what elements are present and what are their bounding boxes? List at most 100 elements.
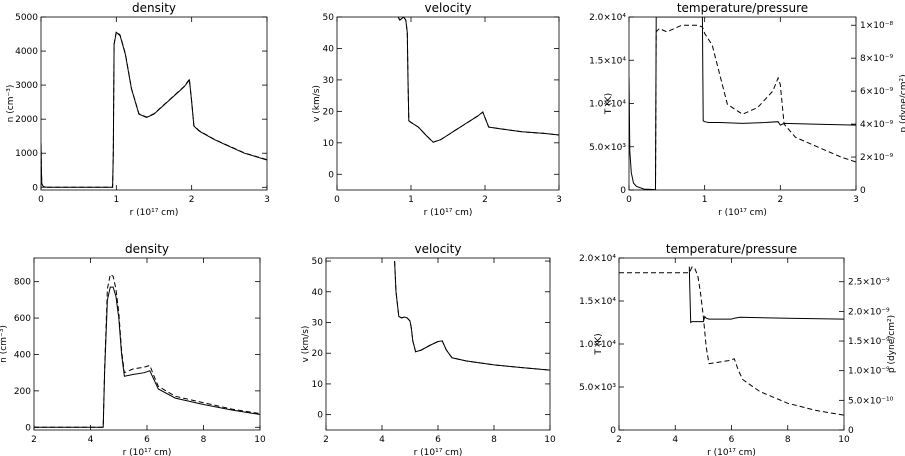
plot-frame bbox=[33, 257, 261, 431]
y-tick-label: 20 bbox=[312, 349, 324, 359]
chart-title: density bbox=[125, 242, 169, 256]
y-tick-label: 1.5×10⁴ bbox=[589, 56, 626, 66]
x-tick-label: 8 bbox=[785, 435, 791, 445]
y-tick-label: 0 bbox=[620, 186, 626, 196]
y-right-axis-label: p (dyne/cm²) bbox=[899, 74, 905, 132]
y-tick-label: 0 bbox=[32, 183, 38, 193]
x-axis-label: r (10¹⁷ cm) bbox=[123, 448, 172, 456]
x-tick-label: 0 bbox=[626, 195, 632, 205]
y-tick-label: 2000 bbox=[15, 115, 38, 125]
x-tick-label: 8 bbox=[201, 435, 207, 445]
series-line-solid bbox=[394, 261, 550, 371]
series-line-dashed bbox=[41, 30, 267, 188]
x-tick-label: 10 bbox=[544, 435, 556, 445]
y-right-axis-label: p (dyne/cm²) bbox=[887, 315, 897, 373]
y-tick-label: 20 bbox=[323, 107, 335, 117]
x-tick-label: 0 bbox=[38, 195, 44, 205]
y-tick-label: 10 bbox=[312, 380, 324, 390]
y-right-tick-label: 2.5×10⁻⁹ bbox=[848, 278, 890, 288]
series-line-dashed bbox=[619, 266, 844, 416]
x-tick-label: 4 bbox=[672, 435, 678, 445]
y-axis-label: v (km/s) bbox=[301, 326, 311, 363]
y-tick-label: 1.5×10⁴ bbox=[579, 297, 616, 307]
x-axis-label: r (10¹⁷ cm) bbox=[130, 208, 179, 218]
y-axis-label: T (K) bbox=[604, 93, 614, 115]
y-tick-label: 10 bbox=[323, 139, 335, 149]
panel-1: density 0 1 2 3 0 1000 2000 3000 4000 5000 r (10¹⁷ … bbox=[6, 1, 270, 218]
x-tick-label: 8 bbox=[491, 435, 497, 445]
y-right-tick-label: 1×10⁻⁸ bbox=[860, 21, 893, 31]
x-tick-label: 6 bbox=[729, 435, 735, 445]
x-axis-label: r (10¹⁷ cm) bbox=[707, 448, 756, 456]
y-tick-label: 30 bbox=[312, 319, 324, 329]
y-right-tick-label: 4×10⁻⁹ bbox=[860, 120, 893, 130]
panel-4: density 2 4 6 8 10 0 200 400 600 800 r (10¹⁷ cm) n (… bbox=[0, 242, 266, 456]
y-tick-label: 0 bbox=[610, 426, 616, 436]
plot-frame bbox=[628, 16, 857, 191]
chart-title: temperature/pressure bbox=[677, 1, 808, 15]
y-tick-label: 2.0×10⁴ bbox=[589, 13, 626, 23]
y-right-tick-label: 1.0×10⁻⁹ bbox=[848, 367, 890, 377]
y-tick-label: 0 bbox=[25, 423, 31, 433]
y-tick-label: 3000 bbox=[15, 81, 38, 91]
y-axis-label: n (cm⁻³) bbox=[0, 325, 9, 363]
y-tick-label: 1.0×10⁴ bbox=[589, 100, 626, 110]
x-tick-label: 2 bbox=[616, 435, 622, 445]
y-tick-label: 2.0×10⁴ bbox=[579, 254, 616, 264]
plot-frame bbox=[325, 257, 551, 431]
y-tick-label: 1000 bbox=[15, 149, 38, 159]
series-line-solid bbox=[41, 31, 267, 188]
y-axis-label: v (km/s) bbox=[312, 85, 322, 122]
y-right-tick-label: 5.0×10⁻¹⁰ bbox=[848, 396, 894, 406]
x-tick-label: 0 bbox=[334, 195, 340, 205]
x-tick-label: 1 bbox=[113, 195, 119, 205]
x-tick-label: 1 bbox=[702, 195, 708, 205]
x-tick-label: 6 bbox=[435, 435, 441, 445]
plot-frame bbox=[336, 16, 560, 191]
series-line-dashed bbox=[34, 273, 260, 428]
y-tick-label: 400 bbox=[14, 350, 31, 360]
x-axis-label: r (10¹⁷ cm) bbox=[424, 208, 473, 218]
y-tick-label: 50 bbox=[323, 13, 335, 23]
x-tick-label: 2 bbox=[777, 195, 783, 205]
y-right-tick-label: 0 bbox=[848, 426, 854, 436]
y-tick-label: 0 bbox=[328, 170, 334, 180]
y-tick-label: 50 bbox=[312, 257, 324, 267]
series-line-solid bbox=[688, 266, 844, 324]
x-tick-label: 2 bbox=[31, 435, 37, 445]
y-right-tick-label: 2×10⁻⁹ bbox=[860, 153, 893, 163]
chart-title: temperature/pressure bbox=[666, 242, 797, 256]
series-line-solid bbox=[394, 17, 559, 143]
y-axis-label: n (cm⁻³) bbox=[6, 85, 16, 123]
panel-5: velocity 2 4 6 8 10 0 10 20 30 40 50 r (10¹⁷ cm) v (k… bbox=[301, 242, 556, 456]
y-tick-label: 200 bbox=[14, 387, 31, 397]
x-tick-label: 2 bbox=[482, 195, 488, 205]
y-tick-label: 0 bbox=[317, 411, 323, 421]
x-tick-label: 6 bbox=[144, 435, 150, 445]
x-tick-label: 10 bbox=[254, 435, 266, 445]
x-tick-label: 3 bbox=[556, 195, 562, 205]
chart-title: velocity bbox=[415, 242, 462, 256]
y-tick-label: 40 bbox=[323, 44, 335, 54]
x-tick-label: 4 bbox=[379, 435, 385, 445]
x-tick-label: 4 bbox=[88, 435, 94, 445]
chart-title: density bbox=[132, 1, 176, 15]
plot-frame bbox=[40, 16, 268, 191]
series-line-dashed bbox=[394, 17, 559, 143]
y-tick-label: 600 bbox=[14, 314, 31, 324]
y-right-tick-label: 2.0×10⁻⁹ bbox=[848, 307, 890, 317]
y-right-tick-label: 0 bbox=[860, 186, 866, 196]
y-tick-label: 5.0×10³ bbox=[589, 143, 626, 153]
series-line-solid bbox=[34, 286, 260, 428]
x-axis-label: r (10¹⁷ cm) bbox=[718, 208, 767, 218]
chart-title: velocity bbox=[425, 1, 472, 15]
x-tick-label: 2 bbox=[323, 435, 329, 445]
series-line-solid bbox=[629, 17, 856, 190]
series-line-dashed bbox=[629, 24, 856, 190]
x-tick-label: 3 bbox=[853, 195, 859, 205]
y-tick-label: 5000 bbox=[15, 13, 38, 23]
y-tick-label: 1.0×10⁴ bbox=[579, 340, 616, 350]
